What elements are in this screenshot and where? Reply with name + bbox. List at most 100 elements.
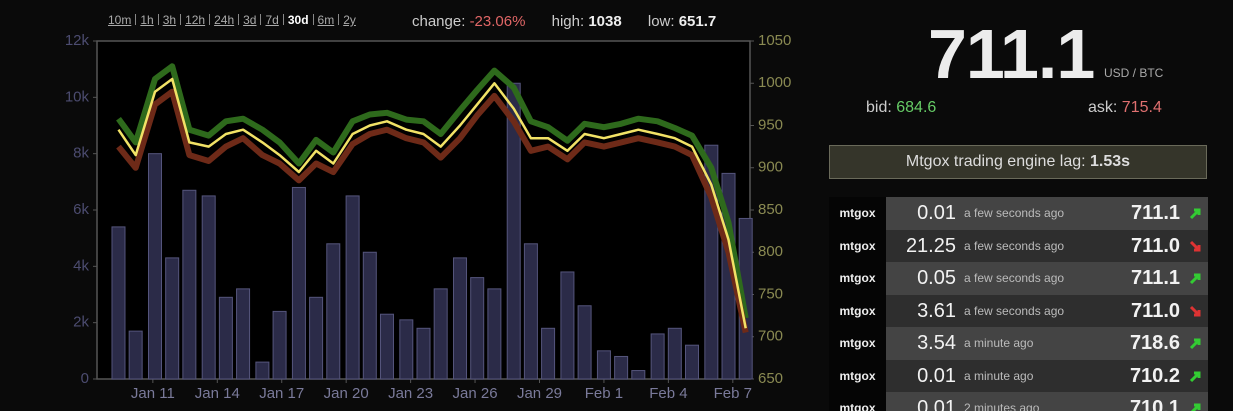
range-links: 10m 1h 3h 12h 24h 3d 7d 30d 6m 2y bbox=[108, 13, 356, 27]
trade-price: 710.1 bbox=[1129, 397, 1180, 411]
volume-bar bbox=[291, 186, 306, 380]
volume-bar bbox=[128, 330, 143, 380]
volume-bar bbox=[218, 296, 233, 380]
bid: bid: 684.6 bbox=[866, 99, 936, 117]
trade-row: mtgox 0.01 2 minutes ago 710.1 bbox=[829, 392, 1208, 411]
exchange: mtgox bbox=[829, 327, 886, 360]
arrow-shape bbox=[1189, 240, 1201, 251]
range-link[interactable]: 30d bbox=[287, 13, 309, 27]
arrow-up bbox=[1189, 273, 1201, 285]
y2-tick-label: 750 bbox=[758, 285, 783, 302]
y-tick-label: 2k bbox=[73, 314, 89, 331]
price-line bbox=[117, 77, 747, 329]
range-link[interactable]: 7d bbox=[265, 13, 279, 27]
range-link[interactable]: 24h bbox=[214, 13, 235, 27]
y2-tick-label: 900 bbox=[758, 159, 783, 176]
range-link[interactable]: 10m bbox=[108, 13, 132, 27]
arrow-down bbox=[1189, 305, 1201, 316]
exchange: mtgox bbox=[829, 262, 886, 295]
exchange: mtgox bbox=[829, 229, 886, 262]
volume-bar bbox=[362, 251, 377, 380]
trade-time: a minute ago bbox=[964, 336, 1034, 350]
arrow-shape bbox=[1189, 305, 1201, 316]
low-label: low: bbox=[647, 13, 675, 30]
y-tick-label: 10k bbox=[65, 88, 90, 105]
x-tick-label: Jan 11 bbox=[131, 385, 175, 402]
trade-price: 711.0 bbox=[1131, 299, 1180, 322]
lag-value: 1.53s bbox=[1090, 153, 1131, 170]
amount: 0.01 bbox=[917, 397, 956, 411]
trade-row: mtgox 3.61 a few seconds ago 711.0 bbox=[829, 294, 1208, 327]
trade-row: mtgox 0.05 a few seconds ago 711.1 bbox=[829, 262, 1208, 295]
bid-value: 684.6 bbox=[896, 99, 937, 116]
arrow-up bbox=[1189, 371, 1201, 382]
volume-bar bbox=[309, 296, 324, 380]
trade-row: mtgox 0.01 a minute ago 710.2 bbox=[829, 359, 1208, 392]
volume-bar bbox=[272, 310, 287, 380]
trade-row: mtgox 21.25 a few seconds ago 711.0 bbox=[829, 229, 1208, 262]
y2-tick-label: 1050 bbox=[758, 32, 791, 49]
price-line bbox=[116, 88, 749, 334]
link-separator bbox=[312, 14, 314, 25]
link-separator bbox=[238, 14, 240, 25]
bid-label: bid: bbox=[866, 99, 892, 116]
x-tick-label: Jan 23 bbox=[388, 385, 433, 402]
y-tick-label: 8k bbox=[73, 145, 89, 162]
y2-tick-label: 850 bbox=[758, 201, 783, 218]
volume-bar bbox=[379, 313, 394, 380]
range-link[interactable]: 12h bbox=[185, 13, 206, 27]
range-link[interactable]: 3d bbox=[243, 13, 257, 27]
arrow-shape bbox=[1189, 208, 1201, 220]
change-value: -23.06% bbox=[469, 13, 526, 30]
amount: 0.01 bbox=[917, 202, 956, 224]
volume-bar bbox=[399, 319, 414, 380]
link-separator bbox=[260, 14, 262, 25]
arrow-shape bbox=[1189, 273, 1201, 285]
x-tick-label: Feb 7 bbox=[714, 385, 752, 402]
x-tick-label: Jan 14 bbox=[195, 385, 240, 402]
volume-bar bbox=[165, 257, 180, 380]
range-link[interactable]: 2y bbox=[343, 13, 356, 27]
x-tick-label: Jan 26 bbox=[453, 385, 498, 402]
volume-bar bbox=[596, 350, 611, 380]
volume-bar bbox=[201, 195, 216, 380]
trade-row: mtgox 3.54 a minute ago 718.6 bbox=[829, 327, 1208, 360]
volume-bar bbox=[147, 153, 162, 380]
price-line bbox=[116, 63, 749, 319]
ask-label: ask: bbox=[1088, 99, 1118, 116]
y-tick-label: 0 bbox=[81, 370, 89, 387]
x-tick-label: Feb 4 bbox=[649, 385, 687, 402]
volume-bar bbox=[453, 257, 468, 380]
arrow-up bbox=[1189, 208, 1201, 220]
volume-bar bbox=[111, 226, 126, 380]
range-link[interactable]: 3h bbox=[162, 13, 177, 27]
amount: 0.05 bbox=[917, 267, 956, 289]
link-separator bbox=[180, 14, 182, 25]
range-link[interactable]: 1h bbox=[140, 13, 154, 27]
x-tick-label: Jan 29 bbox=[517, 385, 562, 402]
arrow-shape bbox=[1190, 403, 1201, 411]
y2-tick-label: 800 bbox=[758, 243, 783, 260]
stats: change: -23.06% high: 1038 low: 651.7 bbox=[412, 13, 716, 30]
volume-bar bbox=[650, 333, 665, 380]
ask: ask: 715.4 bbox=[1088, 99, 1162, 117]
high-value: 1038 bbox=[588, 13, 622, 30]
high-label: high: bbox=[551, 13, 585, 30]
amount: 3.61 bbox=[917, 299, 956, 322]
volume-bar bbox=[255, 361, 270, 380]
trade-price: 711.1 bbox=[1131, 267, 1180, 289]
link-separator bbox=[157, 14, 159, 25]
range-link[interactable]: 6m bbox=[317, 13, 335, 27]
arrow-shape bbox=[1189, 371, 1201, 382]
volume-bar bbox=[433, 288, 448, 380]
volume-bar bbox=[560, 271, 575, 380]
volume-bar bbox=[487, 288, 502, 380]
volume-bar bbox=[631, 370, 646, 380]
volume-bar bbox=[182, 189, 197, 380]
x-tick-label: Jan 20 bbox=[324, 385, 369, 402]
y-tick-label: 6k bbox=[73, 201, 89, 218]
low-value: 651.7 bbox=[678, 13, 717, 30]
volume-bar bbox=[470, 277, 485, 380]
trade-time: a few seconds ago bbox=[964, 303, 1065, 318]
